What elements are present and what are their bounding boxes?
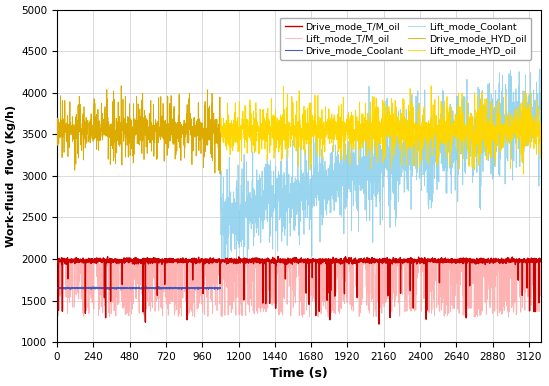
Y-axis label: Work-fluid  flow (Kg/h): Work-fluid flow (Kg/h)	[5, 105, 15, 247]
Lift_mode_T/M_oil	[430, 288, 436, 293]
Lift_mode_Coolant	[430, 191, 436, 196]
Drive_mode_T/M_oil	[211, 259, 217, 264]
Lift_mode_T/M_oil	[360, 261, 366, 266]
Lift_mode_T/M_oil	[54, 258, 60, 262]
Line: Lift_mode_HYD_oil: Lift_mode_HYD_oil	[221, 86, 541, 174]
Lift_mode_Coolant	[379, 163, 385, 168]
Drive_mode_T/M_oil	[376, 322, 382, 327]
Lift_mode_HYD_oil	[537, 128, 544, 133]
Drive_mode_T/M_oil	[430, 259, 436, 264]
Lift_mode_Coolant	[537, 131, 544, 135]
Lift_mode_Coolant	[232, 204, 239, 209]
Drive_mode_T/M_oil	[379, 258, 385, 263]
Lift_mode_T/M_oil	[293, 256, 300, 260]
Drive_mode_HYD_oil	[54, 117, 60, 122]
Drive_mode_T/M_oil	[54, 258, 60, 263]
Drive_mode_HYD_oil	[211, 129, 217, 134]
Lift_mode_T/M_oil	[379, 258, 385, 263]
Lift_mode_HYD_oil	[436, 125, 443, 130]
Lift_mode_T/M_oil	[437, 259, 444, 264]
Drive_mode_Coolant	[54, 285, 60, 290]
Lift_mode_T/M_oil	[299, 315, 306, 320]
Drive_mode_T/M_oil	[360, 259, 366, 264]
Lift_mode_T/M_oil	[537, 287, 544, 291]
X-axis label: Time (s): Time (s)	[270, 367, 328, 381]
Lift_mode_Coolant	[436, 142, 443, 147]
Lift_mode_Coolant	[359, 162, 366, 167]
Line: Lift_mode_Coolant: Lift_mode_Coolant	[221, 69, 541, 284]
Lift_mode_T/M_oil	[211, 259, 217, 264]
Drive_mode_T/M_oil	[437, 261, 444, 265]
Lift_mode_HYD_oil	[379, 127, 385, 132]
Line: Drive_mode_T/M_oil: Drive_mode_T/M_oil	[57, 256, 541, 324]
Drive_mode_Coolant	[211, 286, 217, 291]
Lift_mode_HYD_oil	[359, 138, 366, 143]
Lift_mode_HYD_oil	[430, 112, 436, 116]
Line: Lift_mode_T/M_oil: Lift_mode_T/M_oil	[57, 258, 541, 317]
Legend: Drive_mode_T/M_oil, Lift_mode_T/M_oil, Drive_mode_Coolant, Lift_mode_Coolant, Dr: Drive_mode_T/M_oil, Lift_mode_T/M_oil, D…	[280, 18, 531, 60]
Drive_mode_T/M_oil	[232, 260, 239, 265]
Line: Drive_mode_HYD_oil: Drive_mode_HYD_oil	[57, 86, 220, 174]
Line: Drive_mode_Coolant: Drive_mode_Coolant	[57, 286, 220, 290]
Drive_mode_T/M_oil	[274, 254, 281, 259]
Drive_mode_T/M_oil	[537, 259, 544, 264]
Lift_mode_HYD_oil	[232, 101, 239, 105]
Lift_mode_T/M_oil	[232, 268, 239, 273]
